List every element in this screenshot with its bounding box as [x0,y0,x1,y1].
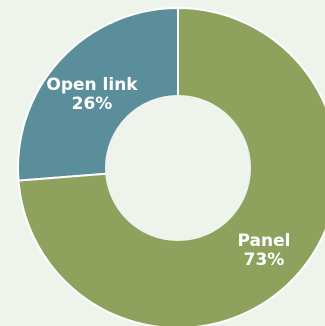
slice-label-name: Open link [46,75,138,95]
slice-label-value: 73% [244,250,285,270]
slice-label-value: 26% [72,94,113,114]
donut-hole [105,95,251,241]
slice-panel [17,6,325,326]
slice-label-name: Panel [238,231,291,251]
